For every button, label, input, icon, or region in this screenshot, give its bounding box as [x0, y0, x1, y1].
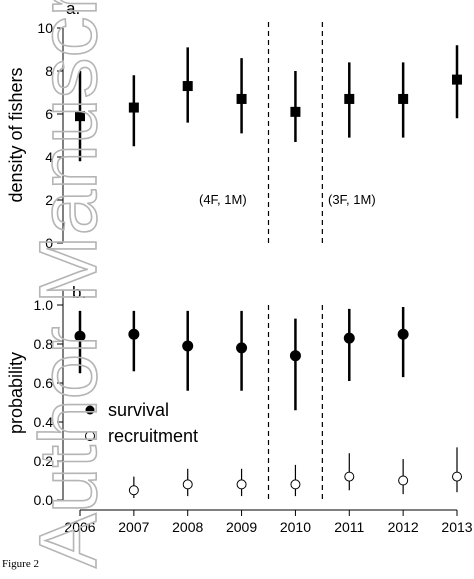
panel-b-y-axis-title: probability — [6, 352, 26, 434]
panel-b-survival-point — [289, 350, 301, 362]
panel-a-point — [128, 102, 139, 113]
panel-a-point — [182, 81, 193, 92]
panel-b-y-tick-label: 1.0 — [34, 297, 54, 313]
legend-survival-marker — [85, 405, 95, 415]
panel-a-point — [290, 106, 301, 117]
panel-a-data-marks — [75, 45, 462, 162]
legend-survival-label: survival — [108, 400, 169, 420]
panel-b-x-tick-label: 2013 — [441, 519, 472, 535]
panel-a-divider-lines — [267, 22, 323, 243]
panel-b-y-tick-label: 0.0 — [34, 492, 54, 508]
panel-b-label: b. — [72, 283, 86, 302]
panel-b-divider-lines — [267, 305, 323, 500]
panel-a-y-tick-label: 10 — [37, 20, 53, 36]
legend-recruitment-label: recruitment — [108, 426, 198, 446]
panel-b-x-tick-label: 2012 — [388, 519, 419, 535]
panel-b-survival-point — [397, 328, 409, 340]
panel-b-recruitment-point — [452, 471, 462, 482]
panel-b-recruitment-point — [398, 475, 409, 486]
panel-b-data-marks — [74, 306, 462, 499]
panel-b-recruitment-point — [290, 479, 301, 490]
panel-a-y-tick-label: 4 — [45, 149, 53, 165]
panel-b-y-tick-label: 0.6 — [34, 375, 54, 391]
panel-b-x-tick-label: 2010 — [280, 519, 311, 535]
panel-b-y-ticks: 0.0 0.2 0.4 0.6 0.8 1.0 — [34, 297, 63, 508]
panel-b-survival-point — [236, 342, 248, 354]
panel-b-survival-point — [182, 340, 194, 352]
panel-a-point — [75, 111, 85, 122]
panel-a-density: a. 0 2 4 6 8 10 density of fishers (4F, 1M) (… — [6, 0, 462, 251]
panel-b-y-tick-label: 0.8 — [34, 336, 54, 352]
panel-a-y-tick-label: 6 — [45, 106, 53, 122]
panel-a-annotation-left: (4F, 1M) — [199, 192, 247, 207]
panel-a-y-tick-label: 8 — [45, 63, 53, 79]
panel-a-y-axis-title: density of fishers — [6, 67, 26, 202]
panel-b-probability: b. 0.00.20.40.60.81.0 2006 2007 2008 2009 20… — [6, 283, 473, 535]
panel-a-point — [398, 93, 409, 104]
panel-b-recruitment-point — [236, 479, 247, 490]
panel-b-survival-point — [74, 330, 86, 342]
panel-b-recruitment-point — [344, 471, 355, 482]
panel-b-x-tick-label: 2009 — [226, 519, 257, 535]
panel-b-legend: survival recruitment — [85, 400, 198, 446]
panel-a-point — [344, 93, 355, 104]
panel-b-survival-point — [343, 332, 355, 344]
legend-recruitment-marker — [85, 431, 95, 441]
panel-b-y-tick-label: 0.2 — [34, 453, 54, 469]
panel-b-x-tick-label: 2006 — [64, 519, 95, 535]
panel-b-recruitment-point — [128, 485, 139, 496]
panel-a-point — [236, 93, 247, 104]
panel-b-x-tick-label: 2011 — [334, 519, 364, 535]
panel-a-y-tick-label: 0 — [45, 235, 53, 251]
panel-b-survival-point — [128, 328, 140, 340]
panel-b-y-tick-label: 0.4 — [34, 414, 54, 430]
panel-a-annotation-right: (3F, 1M) — [328, 192, 376, 207]
panel-b-recruitment-point — [182, 479, 193, 490]
panel-a-label: a. — [66, 0, 80, 18]
figure-caption: Figure 2 — [2, 558, 39, 570]
panel-a-y-tick-label: 2 — [45, 192, 53, 208]
panel-b-x-tick-label: 2007 — [118, 519, 149, 535]
panel-b-x-tick-label: 2008 — [172, 519, 203, 535]
panel-a-point — [452, 74, 462, 85]
panel-b-x-ticks: 2006 2007 2008 2009 2010 2011 2012 2013 — [64, 510, 473, 535]
panel-a-y-ticks: 0 2 4 6 8 10 — [37, 20, 63, 251]
